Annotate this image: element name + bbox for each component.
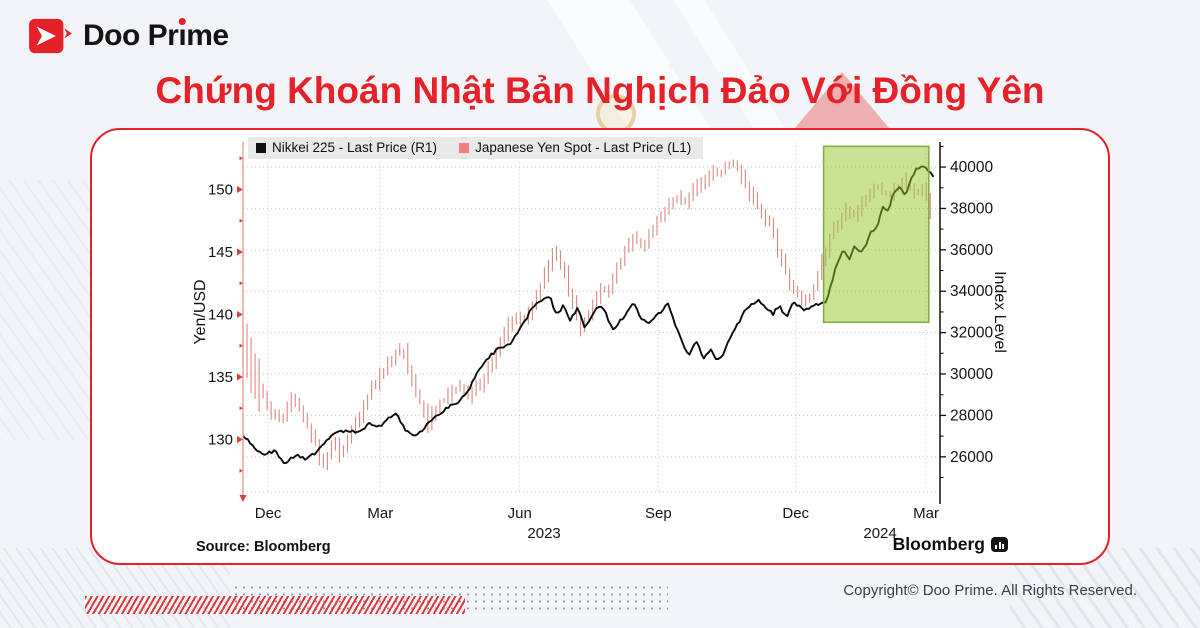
x-axis: Dec Mar Jun Sep Dec Mar 2023 2024 [255, 505, 939, 542]
svg-text:32000: 32000 [950, 325, 993, 342]
svg-text:30000: 30000 [950, 366, 993, 383]
source-note: Source: Bloomberg [196, 539, 331, 555]
svg-text:130: 130 [208, 432, 233, 449]
source-value: Bloomberg [254, 539, 331, 555]
left-axis-title: Yen/USD [192, 279, 209, 345]
svg-text:2023: 2023 [527, 525, 560, 542]
svg-text:140: 140 [208, 307, 233, 324]
chart-svg: 130 135 140 145 150 26000 28000 30000 32000 34000… [208, 142, 993, 542]
dot-grid-decoration [232, 584, 668, 611]
legend-label: Japanese Yen Spot - Last Price (L1) [475, 140, 692, 155]
svg-text:Sep: Sep [645, 505, 672, 522]
svg-text:Jun: Jun [508, 505, 532, 522]
doo-prime-logo: Doo Prı me [28, 16, 229, 56]
legend-swatch [459, 142, 470, 153]
bloomberg-icon [991, 537, 1008, 552]
brand-i-tittle [179, 18, 186, 25]
background-streak [0, 180, 90, 440]
page-title: Chứng Khoán Nhật Bản Nghịch Đảo Với Đồng… [155, 70, 1045, 111]
right-axis: 26000 28000 30000 32000 34000 36000 38000 40000 [939, 142, 993, 504]
svg-text:34000: 34000 [950, 283, 993, 300]
svg-text:2024: 2024 [863, 525, 896, 542]
chart-legend: Nikkei 225 - Last Price (R1) Japanese Yen… [248, 137, 704, 159]
red-hatch-decoration [85, 596, 465, 614]
bloomberg-wordmark: Bloomberg [892, 534, 985, 554]
copyright-text: Copyright© Doo Prime. All Rights Reserve… [843, 582, 1137, 599]
svg-text:Dec: Dec [255, 505, 282, 522]
brand-text: Doo Prı me [83, 18, 229, 52]
series-nikkei-line [243, 165, 934, 465]
svg-text:135: 135 [208, 369, 233, 386]
svg-text:36000: 36000 [950, 242, 993, 259]
highlight-region [822, 145, 930, 324]
bloomberg-logo: Bloomberg [893, 534, 1008, 555]
svg-text:150: 150 [208, 182, 233, 199]
svg-text:40000: 40000 [950, 159, 993, 176]
legend-item: Nikkei 225 - Last Price (R1) [256, 140, 437, 155]
svg-text:28000: 28000 [950, 407, 993, 424]
svg-text:Mar: Mar [913, 505, 939, 522]
legend-item: Japanese Yen Spot - Last Price (L1) [459, 140, 691, 155]
doo-prime-logo-icon [29, 18, 72, 54]
svg-text:26000: 26000 [950, 449, 993, 466]
legend-swatch [256, 142, 266, 153]
svg-text:145: 145 [208, 244, 233, 261]
legend-label: Nikkei 225 - Last Price (R1) [272, 140, 438, 155]
svg-text:38000: 38000 [950, 200, 993, 217]
svg-text:Dec: Dec [782, 505, 809, 522]
source-label: Source: [196, 539, 250, 555]
right-axis-title: Index Level [991, 271, 1008, 353]
left-axis: 130 135 140 145 150 [208, 142, 247, 502]
chart-card: 130 135 140 145 150 26000 28000 30000 32000 34000… [90, 128, 1110, 565]
brand-i-letter: ı [178, 18, 187, 52]
svg-text:Mar: Mar [367, 505, 393, 522]
